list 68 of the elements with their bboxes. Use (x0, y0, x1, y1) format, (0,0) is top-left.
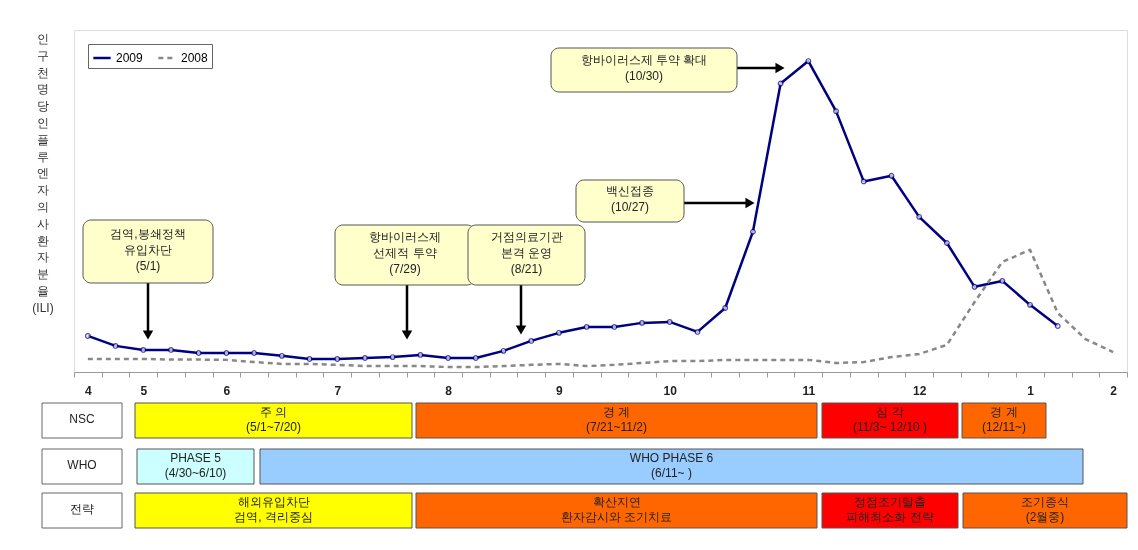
point (611, 323, 618, 330)
annotation: 거점의료기관 본격 운영 (8/21) (490, 230, 563, 276)
legend-label: 2009 (116, 51, 144, 65)
annotation: 항바이러스제 선제적 투약 (7/29) (369, 230, 441, 276)
point (916, 213, 923, 220)
text: 경 계 (7/21~11/2) (586, 404, 647, 434)
point (445, 355, 452, 361)
x-tick-label: 12 (912, 383, 927, 398)
x-tick-label: 11 (802, 383, 816, 398)
annotation: 백신접종 (10/27) (606, 184, 654, 214)
x-tick-label: 2 (1110, 383, 1118, 398)
point (860, 178, 867, 185)
point (666, 319, 673, 325)
point (112, 342, 119, 349)
point (1054, 323, 1061, 329)
point (251, 350, 258, 356)
x-tick-label: 1 (1027, 383, 1035, 398)
text: 인구 천명당 인플루엔자의사 환자분율(ILI) (32, 32, 54, 315)
point (583, 323, 590, 330)
point (1027, 301, 1033, 308)
x-tick-label: 8 (445, 383, 453, 398)
point (84, 332, 91, 339)
text: 조기종식 (2월중) (1021, 494, 1069, 524)
x-tick-label: 9 (556, 383, 564, 398)
text: 확산지연 환자감시와 조기치료 (560, 494, 673, 524)
text: 경 계 (12/11~) (981, 404, 1027, 434)
point (362, 355, 368, 361)
point (500, 347, 507, 354)
point (389, 354, 396, 361)
point (722, 305, 729, 311)
point (306, 356, 313, 362)
text: 정점조기탈출 피해최소화 전략 (846, 494, 934, 524)
point (777, 80, 784, 87)
point (943, 240, 950, 246)
point (334, 356, 341, 362)
text: 심 각 (11/3~ 12/10 ) (852, 404, 928, 434)
point (833, 108, 839, 115)
text: NSC (69, 412, 95, 426)
x-tick-label: 7 (334, 383, 342, 398)
text: 전략 (70, 502, 94, 516)
point (805, 58, 812, 65)
text: PHASE 5 (4/30~6/10) (164, 450, 227, 480)
point (195, 350, 202, 356)
point (168, 346, 174, 353)
point (749, 228, 756, 235)
point (694, 328, 701, 335)
annotation: 항바이러스제 투약 확대 (10/30) (580, 53, 708, 83)
text: WHO (67, 458, 97, 472)
x-tick-label: 4 (85, 383, 93, 398)
point (417, 351, 424, 358)
point (971, 283, 978, 290)
annotation: 검역,봉쇄정책 유입차단 (5/1) (110, 226, 186, 273)
x-tick-label: 6 (223, 383, 231, 398)
point (278, 352, 285, 359)
point (472, 355, 479, 361)
text: 주 의 (5/1~7/20) (245, 404, 302, 434)
point (140, 346, 147, 353)
point (223, 350, 230, 356)
point (999, 277, 1006, 284)
text: WHO PHASE 6 (6/11~ ) (629, 450, 714, 480)
point (639, 319, 646, 326)
x-tick-label: 10 (663, 383, 678, 398)
text: 해외유입차단 검역, 격리중심 (234, 494, 313, 524)
point (555, 329, 562, 336)
point (528, 337, 535, 344)
x-tick-label: 5 (140, 383, 148, 398)
legend-label: 2008 (181, 51, 209, 65)
point (888, 172, 895, 179)
